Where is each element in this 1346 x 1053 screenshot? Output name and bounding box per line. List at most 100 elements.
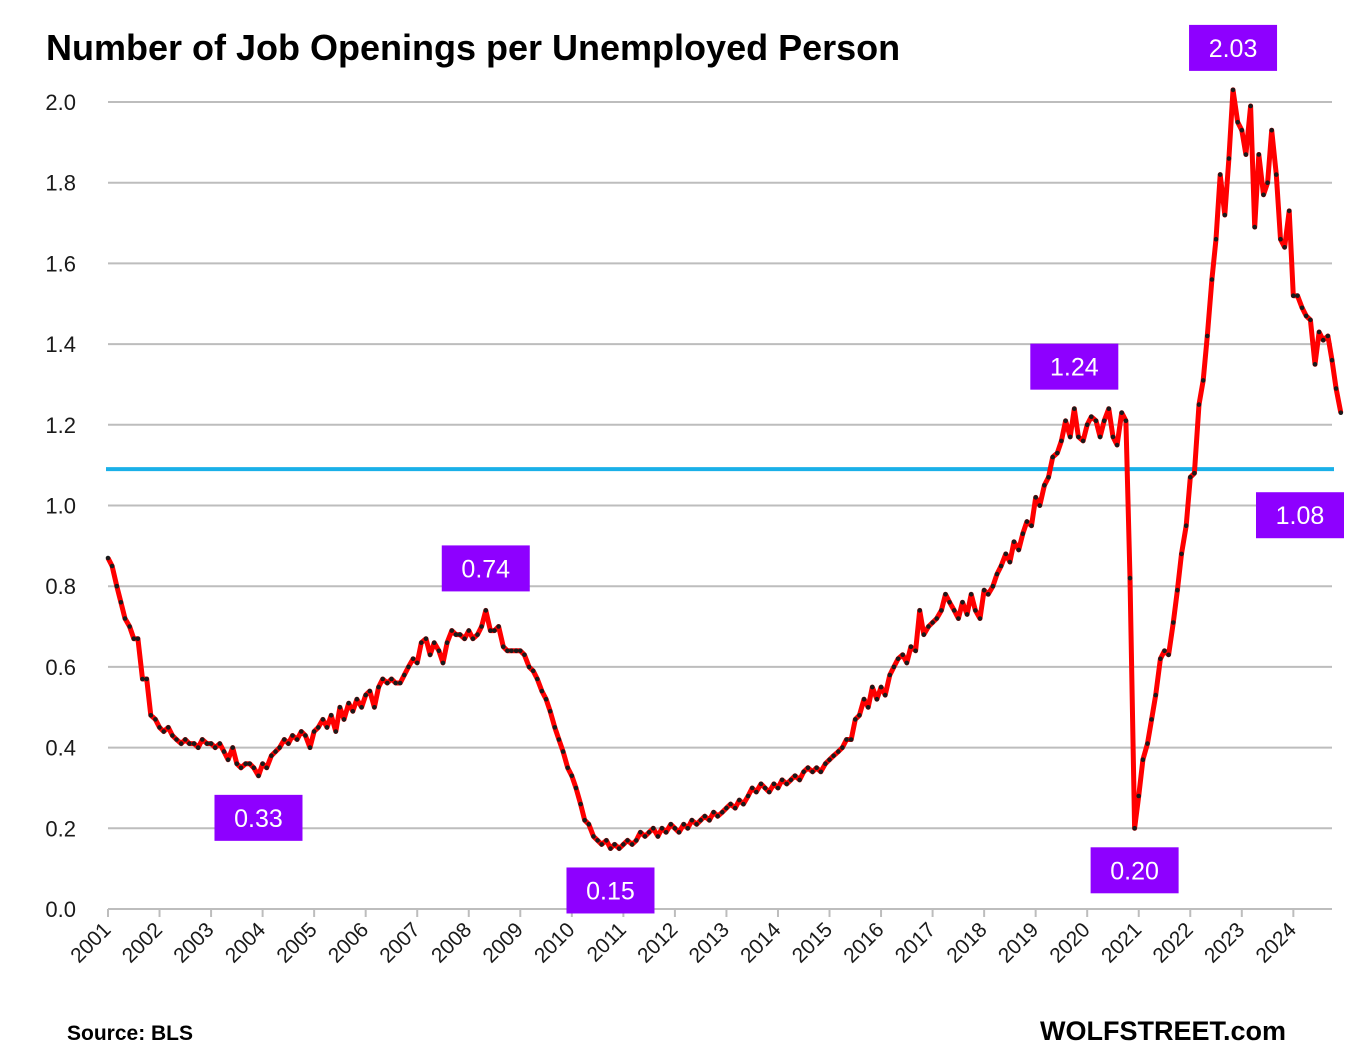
data-point	[1046, 475, 1051, 480]
data-point	[479, 624, 484, 629]
data-point	[324, 725, 330, 730]
data-point	[1175, 587, 1180, 593]
data-point	[316, 725, 321, 730]
data-point	[960, 600, 965, 605]
data-point	[1286, 208, 1292, 214]
data-point	[225, 757, 231, 762]
x-tick-label: 2019	[994, 918, 1043, 967]
data-point	[823, 761, 828, 766]
data-point	[698, 817, 703, 823]
data-point	[560, 749, 566, 754]
data-point	[170, 733, 175, 738]
data-point	[453, 632, 459, 637]
data-point	[178, 741, 184, 746]
data-point	[801, 769, 806, 775]
data-point	[861, 696, 867, 702]
y-tick-label: 0.8	[45, 574, 76, 599]
data-point	[1084, 422, 1090, 428]
data-point	[212, 745, 218, 750]
data-point	[608, 846, 613, 851]
x-tick-label: 2020	[1045, 918, 1094, 967]
data-point	[230, 745, 235, 750]
data-point	[1110, 434, 1116, 440]
data-point	[114, 583, 120, 589]
data-point	[745, 793, 751, 799]
data-point	[741, 801, 746, 807]
data-point	[513, 648, 519, 654]
data-point	[1320, 337, 1326, 343]
data-point	[290, 733, 295, 738]
data-point	[956, 616, 961, 621]
data-point	[166, 725, 171, 730]
data-point	[311, 729, 317, 734]
data-point	[1278, 236, 1283, 242]
data-point	[419, 640, 424, 645]
grid-lines	[108, 101, 1332, 830]
data-point	[1333, 386, 1339, 391]
annotation-text: 0.15	[586, 877, 635, 905]
data-point	[749, 785, 755, 791]
annotation-text: 0.33	[234, 805, 283, 833]
data-point	[1329, 357, 1335, 363]
source-label: Source: BLS	[67, 1022, 193, 1045]
data-point	[1226, 156, 1232, 161]
x-tick-label: 2008	[427, 918, 476, 967]
data-point	[191, 741, 197, 746]
data-point	[307, 745, 313, 750]
data-point	[526, 664, 532, 670]
data-point	[651, 826, 656, 831]
data-point	[895, 656, 901, 662]
data-point	[144, 676, 149, 682]
data-point	[530, 668, 536, 674]
data-point	[711, 809, 716, 815]
data-point	[1080, 438, 1086, 444]
data-point	[702, 813, 708, 819]
annotation-box	[1090, 847, 1179, 894]
data-point	[153, 717, 158, 722]
data-point	[595, 838, 600, 843]
data-point	[1140, 757, 1146, 762]
data-point	[333, 729, 339, 734]
data-point	[1192, 470, 1197, 476]
data-point	[410, 656, 416, 662]
data-point	[939, 608, 944, 613]
data-point	[359, 705, 364, 710]
data-point	[1067, 434, 1073, 440]
data-point	[234, 761, 240, 766]
data-point	[1179, 551, 1184, 557]
y-tick-label: 1.6	[45, 251, 76, 276]
data-point	[1171, 620, 1176, 625]
data-point	[260, 761, 265, 766]
data-point	[891, 664, 897, 670]
data-point	[625, 838, 630, 843]
data-point	[878, 684, 884, 690]
data-point	[848, 737, 854, 742]
data-point	[973, 608, 978, 613]
data-point	[483, 608, 489, 613]
x-tick-label: 2024	[1252, 918, 1302, 968]
data-point	[251, 765, 257, 771]
data-point	[681, 822, 686, 827]
data-point	[488, 628, 493, 633]
annotation-box	[566, 867, 655, 914]
data-point	[1282, 245, 1287, 250]
data-point	[1059, 438, 1064, 444]
x-tick-label: 2017	[891, 918, 940, 967]
data-point	[470, 636, 476, 641]
annotations: 0.33 0.74 0.15 1.24 0.20 2.03 1.08	[214, 24, 1344, 914]
data-point	[122, 616, 128, 621]
data-point	[1248, 103, 1253, 109]
data-point	[977, 616, 983, 621]
annotation-label: 1.24	[1030, 343, 1119, 390]
annotation-text: 0.20	[1110, 857, 1159, 885]
data-point	[1093, 418, 1099, 424]
data-point	[436, 648, 442, 654]
data-point	[380, 676, 386, 682]
data-point	[629, 842, 635, 847]
data-point	[1230, 87, 1236, 93]
data-point	[501, 644, 506, 649]
data-point	[1217, 172, 1223, 177]
x-tick-label: 2016	[839, 918, 888, 967]
data-point	[1303, 313, 1309, 319]
data-point	[406, 664, 411, 670]
